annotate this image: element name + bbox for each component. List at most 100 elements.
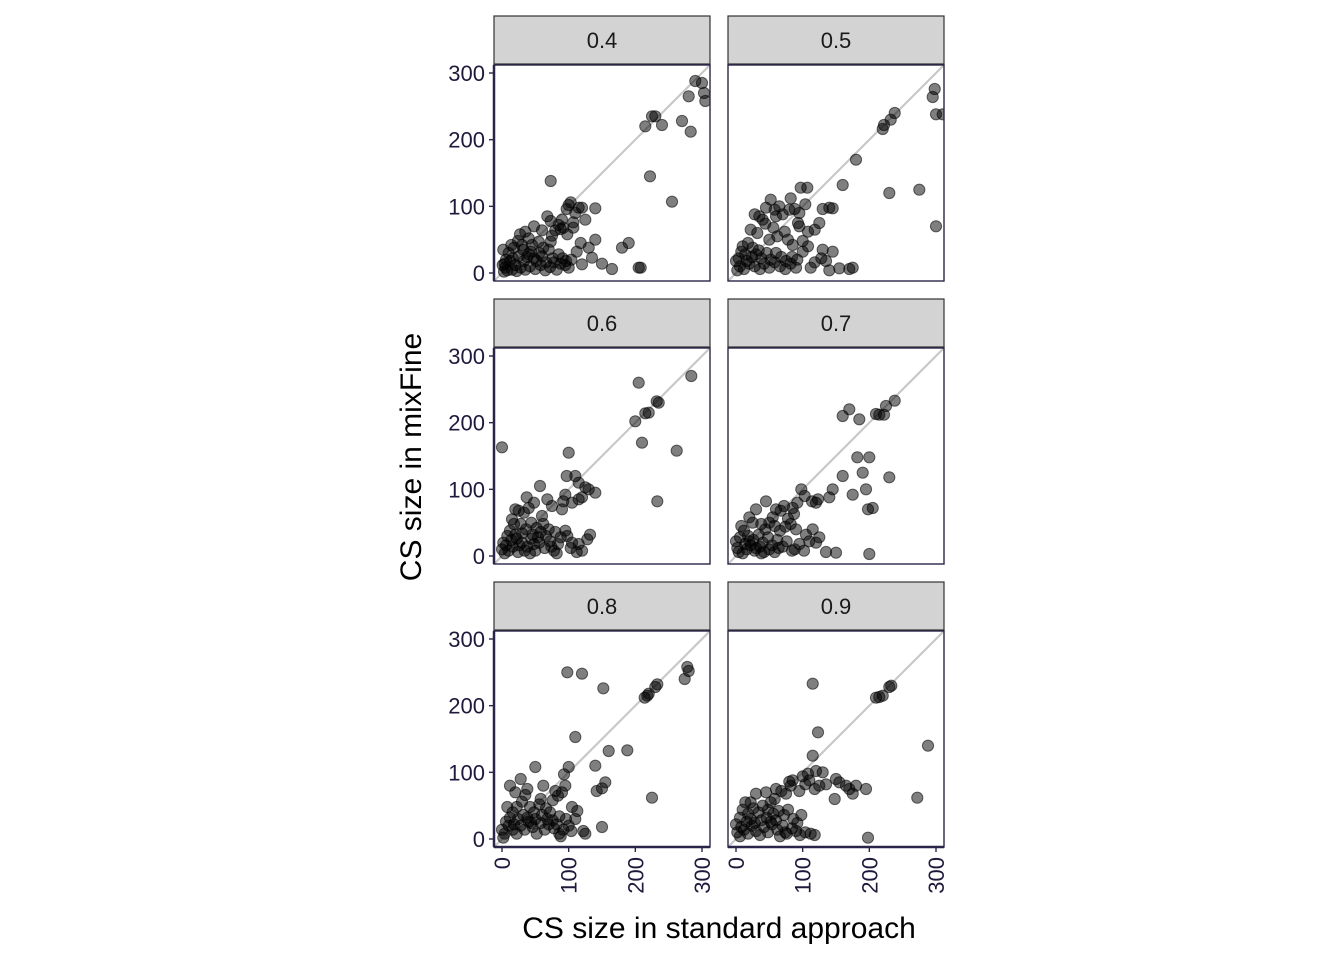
data-point <box>869 407 883 421</box>
data-point <box>635 436 649 449</box>
data-point <box>781 803 795 816</box>
data-point <box>801 181 814 194</box>
data-point <box>929 220 943 233</box>
facet-strip-label: 0.5 <box>821 28 852 53</box>
facet-strip <box>493 15 711 65</box>
data-point <box>555 503 569 516</box>
facet-strip <box>727 298 945 348</box>
data-point <box>833 262 846 275</box>
y-tick-label: 100 <box>448 477 485 502</box>
data-point <box>565 800 579 814</box>
data-point <box>557 768 571 781</box>
data-point <box>567 221 580 234</box>
y-axis-title: CS size in mixFine <box>395 333 428 581</box>
data-point <box>808 828 821 842</box>
y-tick-label: 0 <box>473 544 485 569</box>
panel-border <box>727 64 945 282</box>
data-point <box>888 394 901 407</box>
data-point <box>554 830 567 843</box>
data-point <box>883 680 896 694</box>
data-point <box>639 120 652 133</box>
data-point <box>789 261 803 274</box>
data-point <box>799 198 812 211</box>
data-point <box>577 824 590 838</box>
data-point <box>913 183 926 196</box>
data-point <box>769 782 783 796</box>
data-point <box>550 547 563 560</box>
x-axis-title: CS size in standard approach <box>522 912 916 945</box>
data-point <box>793 206 806 220</box>
data-point <box>527 537 541 551</box>
facet-panel-0.9: 0.9 0 100 200 300 <box>724 581 949 894</box>
data-point <box>836 178 849 192</box>
data-point <box>655 118 669 132</box>
data-point <box>555 213 569 226</box>
facet-strip <box>493 581 711 631</box>
data-point <box>785 544 799 557</box>
data-point <box>565 253 578 266</box>
data-point <box>759 201 773 214</box>
points-group <box>729 82 944 277</box>
data-point <box>853 413 866 426</box>
data-point <box>685 369 698 383</box>
data-point <box>562 198 575 212</box>
data-point <box>632 376 645 389</box>
data-point <box>869 691 883 704</box>
data-point <box>883 186 896 200</box>
data-point <box>793 220 806 233</box>
data-point <box>575 201 589 214</box>
data-point <box>585 251 599 264</box>
x-tick-label: 0 <box>724 857 749 869</box>
data-point <box>863 547 876 561</box>
data-point <box>675 114 689 128</box>
data-point <box>537 779 550 792</box>
y-tick-label: 100 <box>448 760 485 785</box>
data-point <box>533 479 547 493</box>
data-point <box>751 226 764 240</box>
data-point <box>638 691 651 704</box>
data-point <box>589 486 602 499</box>
data-point <box>589 759 602 772</box>
data-point <box>590 784 603 798</box>
data-point <box>506 252 519 265</box>
data-point <box>755 547 768 560</box>
data-point <box>795 483 808 496</box>
data-point <box>829 772 843 786</box>
x-tick-label: 300 <box>690 857 715 894</box>
facet-strip-label: 0.7 <box>821 311 852 336</box>
data-point <box>569 730 582 744</box>
data-point <box>819 545 833 559</box>
y-tick-label: 0 <box>473 261 485 286</box>
facet-strip-label: 0.4 <box>587 28 618 53</box>
data-point <box>759 786 773 799</box>
data-point <box>597 682 610 695</box>
data-point <box>816 202 829 216</box>
data-point <box>595 820 609 834</box>
data-point <box>783 775 796 788</box>
data-point <box>495 441 509 454</box>
data-point <box>634 261 647 274</box>
data-point <box>699 94 710 108</box>
data-point <box>861 503 875 516</box>
data-point <box>759 495 773 508</box>
facet-panels: 0.4 0 100 200 300 0.5 0.6 0 100 200 300 0.7 0.8 0 100 2… <box>448 15 949 894</box>
panel-border <box>727 347 945 565</box>
data-point <box>599 776 612 789</box>
data-point <box>749 503 763 516</box>
data-point <box>863 451 876 464</box>
data-point <box>911 791 924 804</box>
points-group <box>729 394 901 561</box>
data-point <box>826 245 839 258</box>
data-point <box>779 826 792 839</box>
data-point <box>541 493 554 506</box>
data-point <box>665 195 679 208</box>
data-point <box>779 262 792 276</box>
data-point <box>602 744 615 758</box>
y-tick-label: 300 <box>448 344 485 369</box>
data-point <box>851 451 864 464</box>
data-point <box>546 794 559 807</box>
data-point <box>539 529 553 543</box>
points-group <box>729 677 935 844</box>
data-point <box>769 210 783 223</box>
